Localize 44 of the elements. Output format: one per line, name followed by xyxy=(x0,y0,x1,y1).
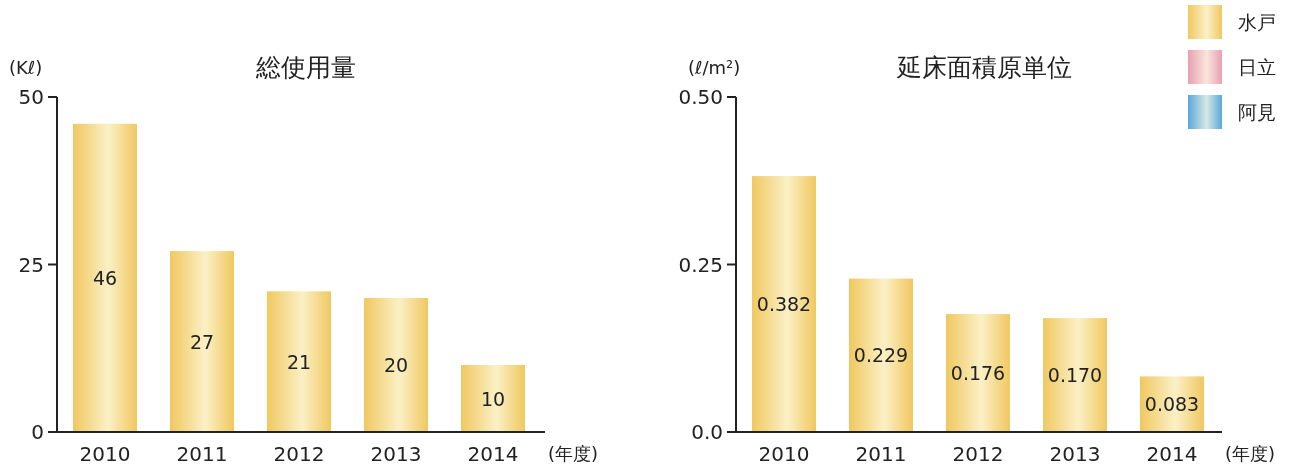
bar xyxy=(170,251,234,432)
data-label: 0.176 xyxy=(950,362,1006,385)
data-label: 0.083 xyxy=(1144,393,1200,416)
x-tick-label: 2012 xyxy=(273,442,325,466)
data-label: 0.170 xyxy=(1047,364,1103,387)
legend-label: 水戸 xyxy=(1238,11,1276,33)
y-tick-label: 0.50 xyxy=(678,85,723,109)
x-tick-label: 2013 xyxy=(370,442,422,466)
data-label: 20 xyxy=(383,354,409,376)
x-tick-label: 2011 xyxy=(855,442,907,466)
x-axis-title: (年度) xyxy=(548,443,599,464)
x-tick-label: 2010 xyxy=(79,442,131,466)
y-axis-title: (ℓ/m²) xyxy=(688,57,741,78)
data-label: 10 xyxy=(480,387,506,410)
bar xyxy=(849,278,913,432)
y-tick-label: 25 xyxy=(18,252,44,277)
legend-label: 日立 xyxy=(1238,56,1276,78)
bar xyxy=(752,176,816,432)
bar xyxy=(364,298,428,432)
data-label: 0.229 xyxy=(853,344,909,367)
x-tick-label: 2014 xyxy=(1146,442,1198,466)
y-axis-title: (Kℓ) xyxy=(9,57,43,78)
x-tick-label: 2012 xyxy=(952,442,1004,466)
chart-title: 総使用量 xyxy=(255,53,356,82)
bar xyxy=(267,291,331,432)
x-tick-label: 2014 xyxy=(467,442,519,466)
x-tick-label: 2013 xyxy=(1049,442,1101,466)
y-tick-label: 50 xyxy=(18,85,44,109)
y-tick-label: 0.0 xyxy=(691,420,723,444)
y-tick-label: 0.25 xyxy=(678,252,723,277)
x-tick-label: 2010 xyxy=(758,442,810,466)
legend-label: 阿見 xyxy=(1238,101,1276,123)
data-label: 0.382 xyxy=(756,293,812,316)
data-label: 21 xyxy=(286,350,312,373)
bar xyxy=(461,365,525,432)
data-label: 27 xyxy=(189,330,215,353)
data-label: 46 xyxy=(92,266,118,289)
bar xyxy=(73,123,137,432)
bar xyxy=(1043,318,1107,432)
chart-title: 延床面積原単位 xyxy=(895,53,1072,82)
x-tick-label: 2011 xyxy=(176,442,228,466)
bar xyxy=(946,314,1010,432)
x-axis-title: (年度) xyxy=(1225,443,1276,464)
y-tick-label: 0 xyxy=(31,420,44,444)
